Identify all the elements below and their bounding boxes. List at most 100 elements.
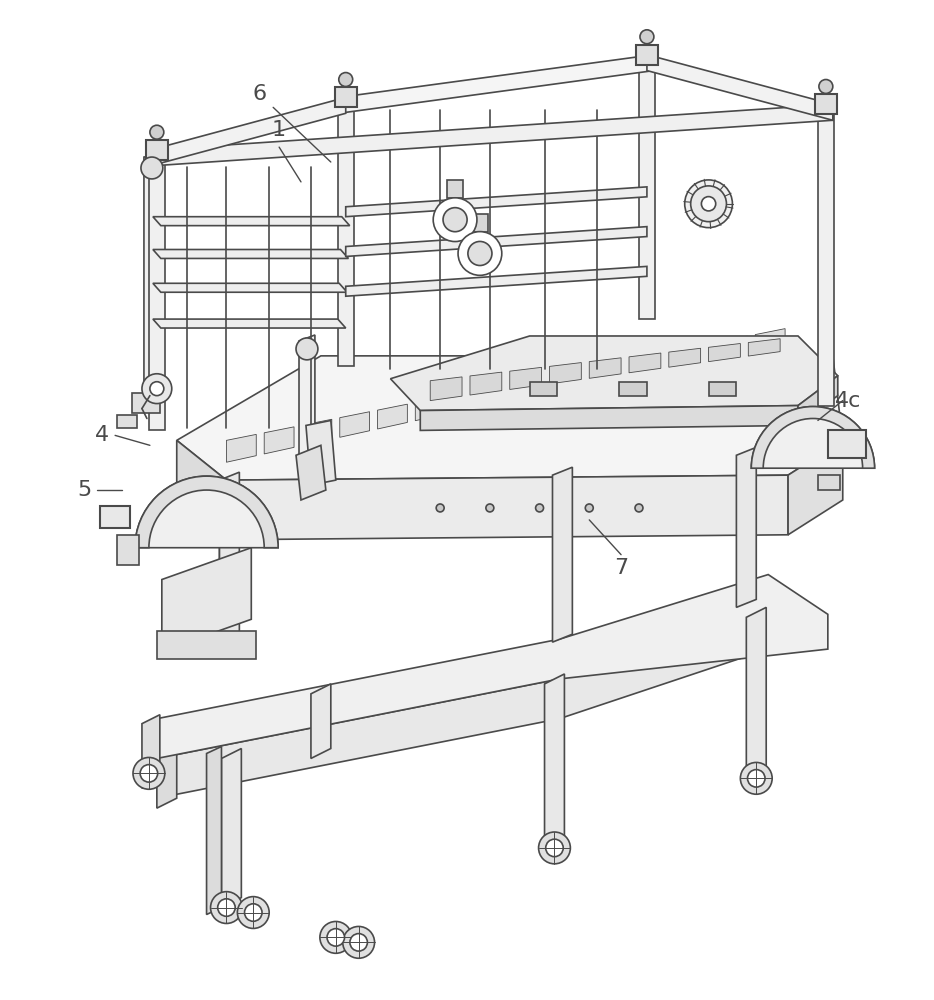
Circle shape <box>142 374 172 404</box>
Polygon shape <box>669 348 700 367</box>
Polygon shape <box>472 214 488 232</box>
Polygon shape <box>157 575 828 758</box>
Circle shape <box>133 757 164 789</box>
Polygon shape <box>680 344 710 363</box>
Bar <box>818 475 840 490</box>
Polygon shape <box>639 55 655 319</box>
Circle shape <box>140 765 158 782</box>
Polygon shape <box>346 187 647 217</box>
Bar <box>132 393 160 413</box>
Wedge shape <box>135 476 278 548</box>
Polygon shape <box>142 715 160 788</box>
Circle shape <box>701 197 715 211</box>
Polygon shape <box>559 609 768 719</box>
Polygon shape <box>553 467 573 642</box>
Polygon shape <box>149 97 346 166</box>
Polygon shape <box>340 412 370 437</box>
Polygon shape <box>629 353 661 373</box>
Circle shape <box>486 504 494 512</box>
Polygon shape <box>219 472 239 647</box>
Circle shape <box>339 73 353 86</box>
Polygon shape <box>146 140 168 160</box>
Polygon shape <box>736 447 757 607</box>
Polygon shape <box>470 372 502 395</box>
Bar <box>157 631 256 659</box>
Polygon shape <box>153 249 348 258</box>
Polygon shape <box>788 440 842 535</box>
Polygon shape <box>815 94 837 114</box>
Polygon shape <box>153 283 347 292</box>
Polygon shape <box>206 747 221 915</box>
Polygon shape <box>447 180 463 198</box>
Polygon shape <box>636 45 658 65</box>
Polygon shape <box>296 445 326 500</box>
Polygon shape <box>746 607 766 778</box>
Polygon shape <box>157 679 559 798</box>
Bar <box>117 535 139 565</box>
Polygon shape <box>431 377 462 401</box>
Wedge shape <box>751 407 874 468</box>
Circle shape <box>535 504 544 512</box>
Bar <box>117 415 137 428</box>
Polygon shape <box>748 339 780 356</box>
Polygon shape <box>549 363 581 384</box>
Bar <box>530 382 558 396</box>
Wedge shape <box>135 476 278 548</box>
Polygon shape <box>339 55 654 113</box>
Polygon shape <box>177 356 842 480</box>
Polygon shape <box>162 548 251 651</box>
Polygon shape <box>177 440 226 540</box>
Circle shape <box>149 125 163 139</box>
Polygon shape <box>226 434 256 462</box>
Bar <box>709 382 736 396</box>
Circle shape <box>685 180 732 228</box>
Polygon shape <box>510 367 542 389</box>
Circle shape <box>640 30 654 44</box>
Circle shape <box>343 926 375 958</box>
Polygon shape <box>153 319 346 328</box>
Polygon shape <box>264 427 294 454</box>
Circle shape <box>635 504 643 512</box>
Bar <box>100 506 130 528</box>
Circle shape <box>586 504 593 512</box>
Circle shape <box>327 929 345 946</box>
Polygon shape <box>144 154 160 394</box>
Polygon shape <box>604 359 634 379</box>
Text: 6: 6 <box>252 84 266 104</box>
Circle shape <box>539 832 571 864</box>
Bar <box>619 382 647 396</box>
Text: 4: 4 <box>95 425 109 445</box>
Circle shape <box>545 839 563 857</box>
Circle shape <box>237 897 269 928</box>
Polygon shape <box>798 376 838 425</box>
Polygon shape <box>709 343 741 362</box>
Polygon shape <box>338 97 354 366</box>
Circle shape <box>690 186 727 222</box>
Circle shape <box>210 892 242 923</box>
Circle shape <box>436 504 445 512</box>
Polygon shape <box>717 336 747 354</box>
Polygon shape <box>545 674 564 848</box>
Polygon shape <box>529 374 559 396</box>
Circle shape <box>819 80 833 93</box>
Polygon shape <box>756 329 785 346</box>
Text: 1: 1 <box>272 120 286 140</box>
Polygon shape <box>149 150 164 430</box>
Polygon shape <box>566 366 596 387</box>
Polygon shape <box>157 749 177 808</box>
Circle shape <box>458 232 502 275</box>
Circle shape <box>433 198 477 242</box>
Polygon shape <box>219 532 226 650</box>
Circle shape <box>319 921 352 953</box>
Polygon shape <box>302 419 332 446</box>
Polygon shape <box>346 266 647 296</box>
Polygon shape <box>221 749 241 908</box>
Polygon shape <box>346 227 647 256</box>
Circle shape <box>350 934 367 951</box>
Polygon shape <box>390 336 838 411</box>
Text: 7: 7 <box>614 558 629 578</box>
Circle shape <box>141 157 163 179</box>
Polygon shape <box>226 475 788 540</box>
Bar <box>828 430 866 458</box>
Polygon shape <box>818 104 834 406</box>
